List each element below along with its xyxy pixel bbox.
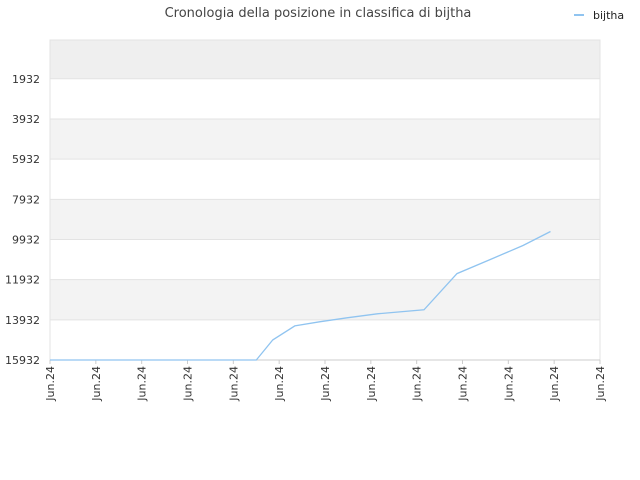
x-tick-label: Jun.24 (457, 366, 470, 402)
chart-title: Cronologia della posizione in classifica… (165, 6, 472, 21)
x-axis-tick-labels: Jun.24 Jun.24 Jun.24 Jun.24 Jun.24 Jun.24 Jun.… (44, 360, 607, 402)
background-band (50, 40, 600, 79)
series-group (50, 230, 551, 361)
background-band (50, 159, 600, 200)
y-axis-tick-labels: 1932 3932 5932 7932 9932 11932 13932 15932 (5, 73, 40, 367)
x-tick-label: Jun.24 (90, 366, 103, 402)
y-tick-label: 15932 (5, 354, 40, 367)
x-tick-label: Jun.24 (502, 366, 515, 402)
y-tick-label: 11932 (5, 274, 40, 287)
series-line-bijtha (50, 230, 551, 361)
background-band (50, 319, 600, 360)
background-band (50, 199, 600, 240)
background-band (50, 239, 600, 280)
x-tick-label: Jun.24 (594, 366, 607, 402)
y-tick-label: 7932 (12, 193, 40, 206)
background-band (50, 78, 600, 119)
y-tick-label: 3932 (12, 113, 40, 126)
x-tick-label: Jun.24 (365, 366, 378, 402)
legend-label: bijtha (593, 9, 624, 22)
x-tick-label: Jun.24 (319, 366, 332, 402)
x-tick-label: Jun.24 (548, 366, 561, 402)
x-tick-label: Jun.24 (227, 366, 240, 402)
background-bands (50, 40, 600, 360)
y-tick-label: 9932 (12, 233, 40, 246)
background-band (50, 118, 600, 160)
grid-lines (50, 78, 600, 361)
x-tick-label: Jun.24 (411, 366, 424, 402)
x-tick-label: Jun.24 (44, 366, 57, 402)
y-tick-label: 5932 (12, 153, 40, 166)
y-tick-label: 1932 (12, 73, 40, 86)
background-band (50, 279, 600, 320)
x-tick-label: Jun.24 (273, 366, 286, 402)
x-tick-label: Jun.24 (182, 366, 195, 402)
y-tick-label: 13932 (5, 314, 40, 327)
x-tick-label: Jun.24 (136, 366, 149, 402)
legend: bijtha (574, 9, 624, 22)
